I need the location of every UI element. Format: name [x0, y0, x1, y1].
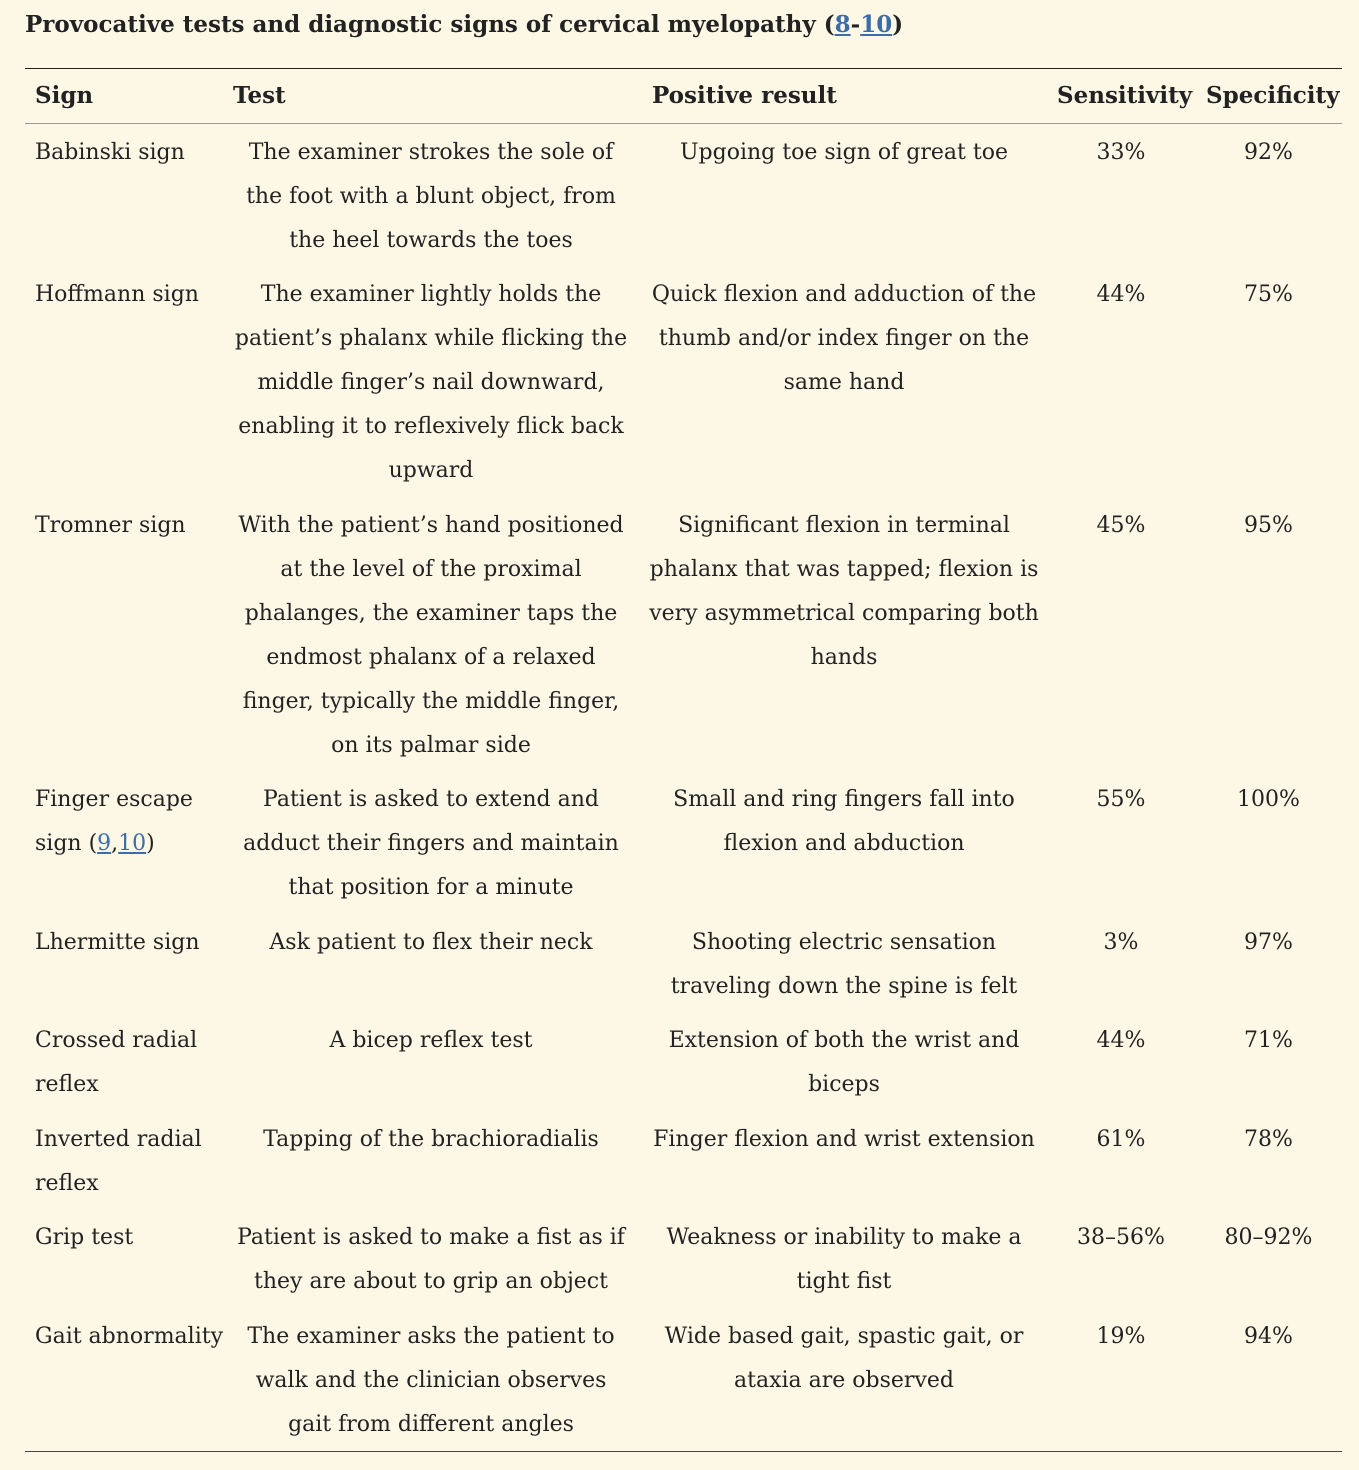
cell-sensitivity: 19% [1096, 1324, 1146, 1349]
cell-sensitivity: 44% [1096, 1028, 1146, 1053]
cell-sign: Hoffmann sign [35, 282, 199, 307]
caption-close: ) [892, 11, 904, 38]
ref-separator: , [111, 831, 119, 856]
cell-positive-result: Quick flexion and adduction of the thumb… [651, 282, 1037, 395]
cell-sensitivity: 61% [1096, 1127, 1146, 1152]
cell-sign: Gait abnormality [35, 1324, 224, 1349]
cell-specificity: 75% [1244, 282, 1293, 307]
reference-link-9[interactable]: 9 [97, 831, 112, 856]
cell-positive-result: Extension of both the wrist and biceps [668, 1028, 1020, 1097]
cell-sign: Inverted radial reflex [35, 1127, 202, 1196]
cell-sign: Grip test [35, 1225, 134, 1250]
cell-test: Tapping of the brachioradialis [263, 1127, 599, 1152]
cell-specificity: 100% [1237, 787, 1300, 812]
header-sign: Sign [35, 82, 94, 109]
sign-text: Finger escape sign ( [35, 787, 193, 856]
cell-test: With the patient’s hand positioned at th… [238, 513, 624, 758]
table-bottom-rule [25, 1451, 1342, 1452]
cell-specificity: 71% [1244, 1028, 1293, 1053]
cell-sensitivity: 38–56% [1077, 1225, 1165, 1250]
cell-positive-result: Finger flexion and wrist extension [653, 1127, 1035, 1152]
cell-test: The examiner strokes the sole of the foo… [246, 140, 616, 253]
cell-specificity: 97% [1244, 930, 1293, 955]
header-positive-result: Positive result [652, 82, 837, 109]
cell-sign: Crossed radial reflex [35, 1028, 198, 1097]
cell-positive-result: Small and ring fingers fall into flexion… [673, 787, 1015, 856]
cell-specificity: 95% [1244, 513, 1293, 538]
cell-positive-result: Wide based gait, spastic gait, or ataxia… [664, 1324, 1024, 1393]
cell-specificity: 94% [1244, 1324, 1293, 1349]
header-specificity: Specificity [1206, 82, 1340, 109]
cell-test: Patient is asked to make a fist as if th… [237, 1225, 625, 1294]
cell-sensitivity: 55% [1096, 787, 1146, 812]
caption-dash: - [850, 11, 861, 38]
caption-text: Provocative tests and diagnostic signs o… [25, 11, 835, 38]
cell-sign: Babinski sign [35, 140, 185, 165]
cell-test: The examiner asks the patient to walk an… [247, 1324, 615, 1437]
table-top-rule [25, 68, 1342, 69]
reference-link-10[interactable]: 10 [118, 831, 147, 856]
table-caption: Provocative tests and diagnostic signs o… [25, 8, 903, 42]
cell-positive-result: Significant flexion in terminal phalanx … [649, 513, 1039, 670]
cell-test: The examiner lightly holds the patient’s… [234, 282, 628, 483]
ref-close: ) [146, 831, 155, 856]
header-test: Test [233, 82, 286, 109]
header-sensitivity: Sensitivity [1057, 82, 1193, 109]
cell-specificity: 78% [1244, 1127, 1293, 1152]
cell-test: Ask patient to flex their neck [269, 930, 593, 955]
cell-sign: Finger escape sign (9,10) [35, 778, 225, 866]
cell-test: Patient is asked to extend and adduct th… [243, 787, 619, 900]
cell-specificity: 92% [1244, 140, 1293, 165]
cell-sensitivity: 44% [1096, 282, 1146, 307]
table-header-rule [25, 123, 1342, 124]
reference-link-8[interactable]: 8 [834, 11, 851, 38]
cell-specificity: 80–92% [1224, 1225, 1313, 1250]
cell-positive-result: Shooting electric sensation traveling do… [670, 930, 1018, 999]
cell-positive-result: Upgoing toe sign of great toe [680, 140, 1008, 165]
cell-sensitivity: 33% [1096, 140, 1146, 165]
cell-sign: Tromner sign [35, 513, 186, 538]
cell-sign: Lhermitte sign [35, 930, 200, 955]
cell-sensitivity: 45% [1096, 513, 1146, 538]
cell-sensitivity: 3% [1103, 930, 1139, 955]
reference-link-10[interactable]: 10 [860, 11, 893, 38]
cell-test: A bicep reflex test [329, 1028, 533, 1053]
cell-positive-result: Weakness or inability to make a tight fi… [666, 1225, 1022, 1294]
